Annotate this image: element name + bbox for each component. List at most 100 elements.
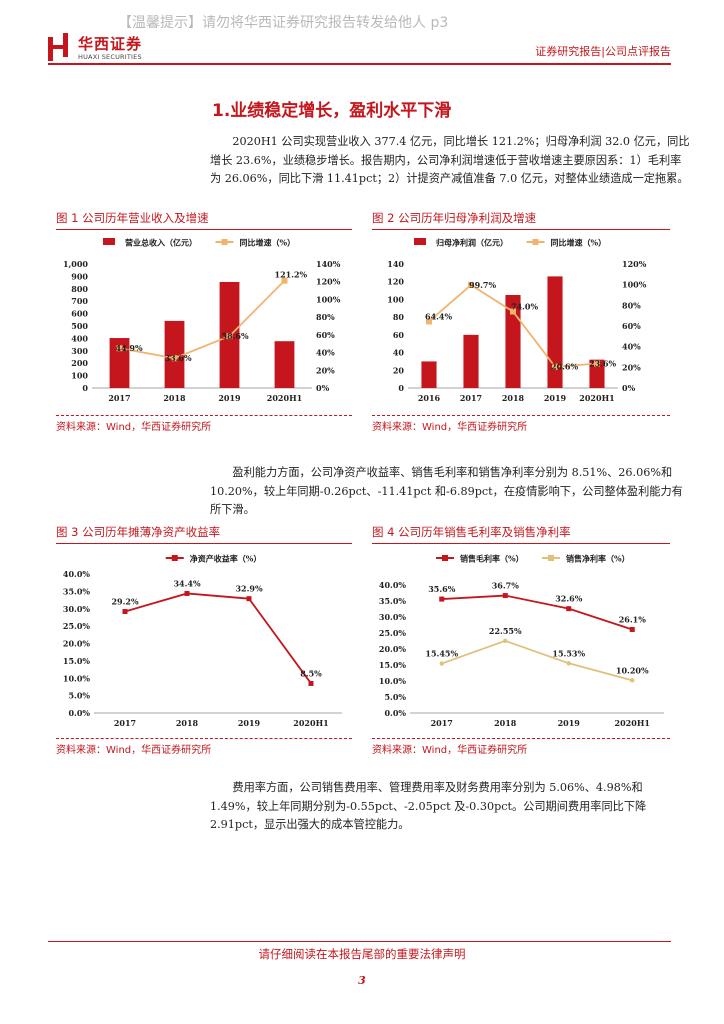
figure-3-source: 资料来源：Wind，华西证券研究所	[56, 745, 212, 756]
y-tick-right: 100%	[316, 294, 341, 304]
data-label: 29.2%	[111, 597, 138, 607]
watermark-notice: 【温馨提示】请勿将华西证券研究报告转发给他人 p3	[118, 15, 449, 31]
figure-4-source-rule	[372, 738, 670, 739]
figure-2-chart: 归母净利润（亿元） 同比增速（%） 0 20 40 60 80 100 120 140 0% 20% 4…	[387, 238, 647, 404]
growth-marker	[594, 360, 600, 367]
footer-legal-notice: 请仔细阅读在本报告尾部的重要法律声明	[258, 947, 466, 961]
y-tick: 5.0%	[68, 691, 90, 701]
legend-swatch-marker	[532, 239, 539, 245]
data-label: 36.7%	[492, 581, 519, 591]
series-marker	[439, 596, 445, 602]
y-tick-left: 0	[82, 383, 88, 393]
y-tick-right: 0%	[316, 383, 330, 393]
x-tick: 2019	[544, 393, 567, 403]
y-tick-left: 600	[71, 309, 88, 319]
page-number: 3	[358, 974, 366, 987]
figure-1-title: 图 1 公司历年营业收入及增速	[56, 211, 209, 225]
x-tick: 2018	[163, 393, 186, 403]
y-tick-left: 400	[71, 333, 88, 343]
y-tick: 5.0%	[384, 692, 406, 702]
growth-marker	[552, 363, 558, 370]
data-label: 32.6%	[555, 594, 582, 604]
data-label: 44.9%	[116, 343, 143, 353]
legend-label: 同比增速（%）	[551, 238, 607, 248]
y-tick-left: 0	[398, 383, 404, 393]
legend-label: 营业总收入（亿元）	[125, 238, 197, 248]
data-label: 74.0%	[511, 302, 538, 312]
legend-label: 净资产收益率（%）	[190, 554, 262, 564]
y-tick: 20.0%	[63, 639, 90, 649]
data-label: 33.6%	[165, 353, 192, 363]
paragraph-expense-ratio: 费用率方面，公司销售费用率、管理费用率及财务费用率分别为 5.06%、4.98%…	[210, 781, 647, 831]
y-tick: 15.0%	[379, 660, 406, 670]
y-tick-right: 60%	[622, 321, 641, 331]
paragraph-revenue-summary: 2020H1 公司实现营业收入 377.4 亿元，同比增长 121.2%；归母净…	[210, 135, 690, 185]
figure-4-title: 图 4 公司历年销售毛利率及销售净利率	[372, 525, 571, 539]
bar-2017	[109, 338, 130, 388]
figure-3-chart: 净资产收益率（%） 0.0% 5.0% 10.0% 15.0% 20.0% 25.0% 30.…	[63, 554, 342, 728]
data-label: 121.2%	[275, 270, 308, 280]
data-label: 15.45%	[425, 649, 458, 659]
series-marker	[629, 626, 635, 632]
y-tick-left: 120	[387, 277, 404, 287]
figure-2-source-rule	[372, 415, 670, 416]
bar-2020H1	[589, 359, 605, 388]
figure-2-title-rule	[372, 229, 670, 230]
y-tick-left: 100	[71, 371, 88, 381]
logo-text-cn: 华西证券	[78, 35, 143, 53]
growth-marker	[510, 308, 516, 315]
legend-swatch-marker	[442, 555, 448, 561]
growth-line	[119, 280, 286, 360]
growth-marker	[116, 345, 123, 352]
y-tick: 30.0%	[63, 604, 90, 614]
y-tick-right: 20%	[622, 362, 641, 372]
legend-swatch-bar	[414, 238, 426, 245]
y-tick-right: 40%	[316, 348, 335, 358]
y-tick-left: 200	[71, 358, 88, 368]
figure-3-source-rule	[56, 738, 352, 739]
data-label: 10.20%	[616, 665, 649, 675]
figure-1-source: 资料来源：Wind，华西证券研究所	[56, 422, 212, 433]
figure-2-title: 图 2 公司历年归母净利润及增速	[372, 211, 537, 225]
x-tick: 2020H1	[615, 718, 650, 728]
y-tick-left: 500	[71, 321, 88, 331]
x-tick: 2020H1	[267, 393, 302, 403]
y-tick-left: 1,000	[63, 259, 88, 269]
legend-label: 归母净利润（亿元）	[436, 238, 508, 248]
data-label: 15.53%	[552, 648, 585, 658]
data-label: 8.5%	[300, 668, 322, 678]
y-tick-right: 120%	[316, 277, 341, 287]
y-tick-left: 140	[387, 259, 404, 269]
x-tick: 2018	[176, 718, 199, 728]
legend-swatch-marker	[221, 239, 228, 245]
data-label: 26.1%	[619, 614, 646, 624]
footer-divider	[48, 941, 671, 942]
report-type-label: 证券研究报告|公司点评报告	[535, 45, 671, 58]
y-tick-left: 60	[393, 330, 405, 340]
y-tick-right: 0%	[622, 383, 636, 393]
y-tick: 15.0%	[63, 656, 90, 666]
data-label: 22.55%	[489, 626, 522, 636]
y-tick-right: 120%	[622, 259, 647, 269]
y-tick: 0.0%	[68, 708, 90, 718]
growth-marker	[171, 355, 178, 362]
bar-2018	[164, 320, 185, 388]
bar-2018	[505, 295, 521, 388]
growth-marker	[426, 318, 432, 325]
header-divider	[48, 63, 671, 65]
y-tick-right: 80%	[316, 312, 335, 322]
data-label: 32.9%	[235, 584, 262, 594]
legend-swatch-marker	[171, 555, 178, 561]
bar-2017	[463, 334, 479, 388]
figure-3-title-rule	[56, 543, 352, 544]
x-tick: 2018	[502, 393, 525, 403]
series-marker	[566, 606, 572, 612]
y-tick: 0.0%	[384, 708, 406, 718]
y-tick: 25.0%	[379, 628, 406, 638]
series-marker	[246, 596, 252, 602]
series-marker	[630, 678, 635, 683]
y-tick-right: 140%	[316, 259, 341, 269]
y-tick: 10.0%	[63, 673, 90, 683]
series-marker	[503, 638, 508, 644]
logo-text-en: HUAXI SECURITIES	[78, 53, 142, 61]
